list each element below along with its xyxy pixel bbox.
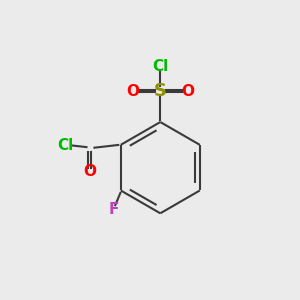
- Text: Cl: Cl: [152, 59, 168, 74]
- Text: O: O: [83, 164, 96, 179]
- Text: O: O: [127, 84, 140, 99]
- Text: F: F: [108, 202, 118, 217]
- Text: O: O: [181, 84, 194, 99]
- Text: Cl: Cl: [58, 138, 74, 153]
- Text: S: S: [154, 82, 167, 100]
